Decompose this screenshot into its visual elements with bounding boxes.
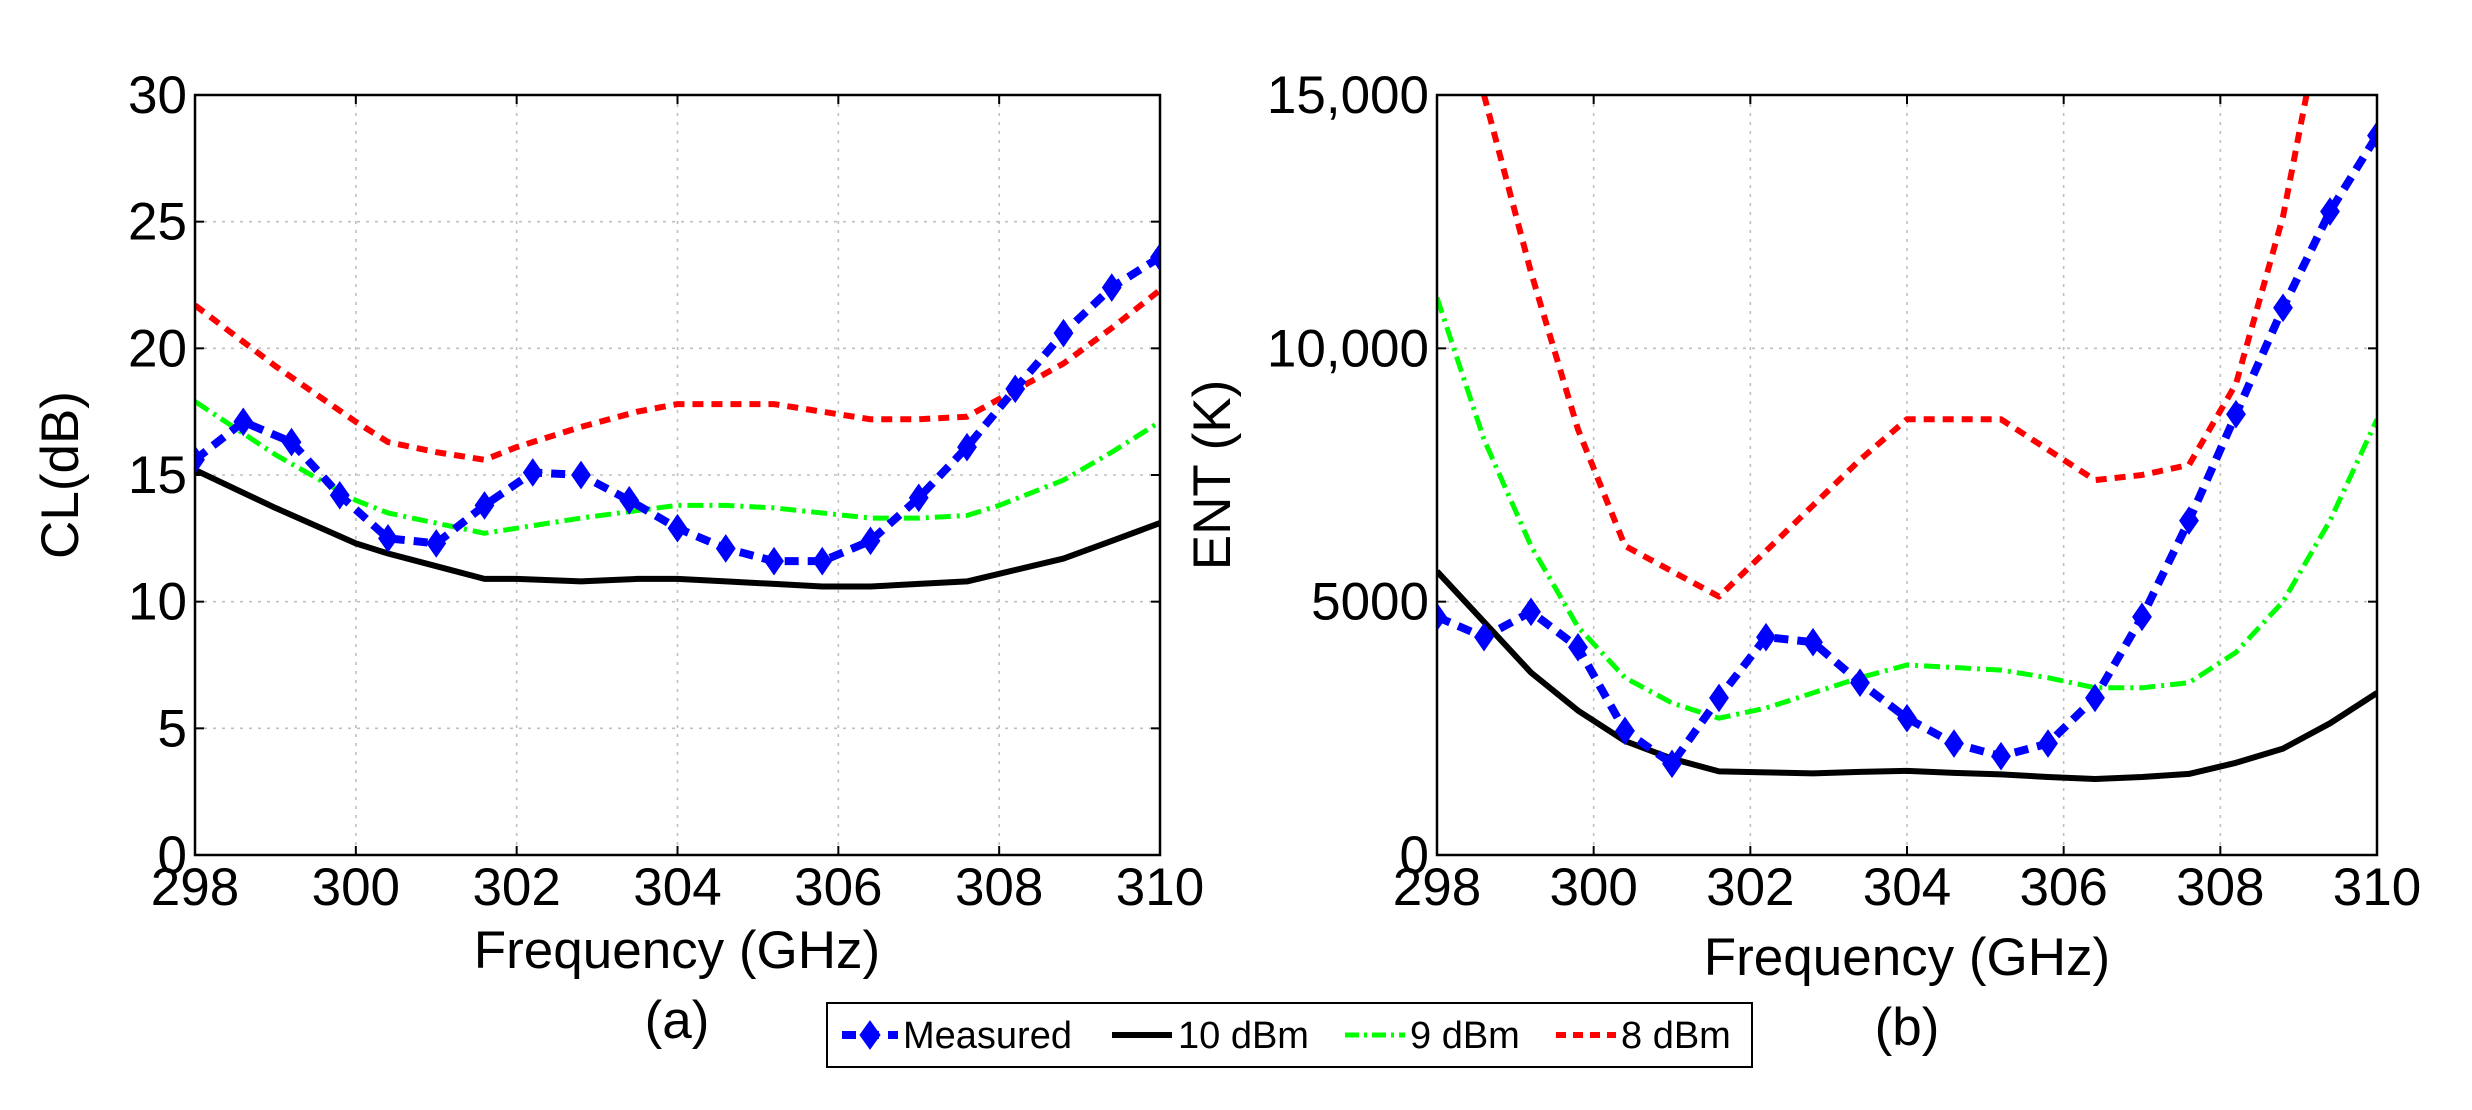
panel-a-x-tick-label: 308 [955, 858, 1043, 917]
panel-b-measured-point [2367, 121, 2377, 150]
panel-b-x-tick-label: 310 [2333, 858, 2421, 917]
panel-b-measured-point [1521, 597, 1541, 627]
panel-a-y-tick-label: 15 [128, 446, 187, 505]
panel-b-label: (b) [1875, 998, 1940, 1057]
panel-a-series-10dbm [195, 467, 1160, 590]
panel-a-measured-point [233, 407, 254, 437]
panel-b-grid [1437, 95, 2377, 855]
panel-a-x-tick-label: 304 [633, 858, 721, 917]
panel-a-x-tick-label: 302 [472, 858, 560, 917]
panel-a-measured-point [426, 529, 447, 558]
panel-a-measured-point [908, 483, 929, 513]
panel-b-measured-point [1709, 683, 1729, 713]
panel-b-y-tick-label: 0 [1400, 826, 1429, 885]
panel-b-y-tick-label: 15,000 [1267, 66, 1429, 125]
panel-b-series-10dbm [1437, 569, 2377, 782]
panel-b-measured-point [2179, 506, 2199, 535]
panel-b-measured-point [1991, 741, 2011, 771]
panel-a-measured-point [329, 480, 350, 510]
panel-b-y-axis-title: ENT (K) [1183, 380, 1242, 570]
legend-label-9dbm: 9 dBm [1410, 1015, 1520, 1057]
panel-b-measured-point [1615, 716, 1635, 746]
panel-b-x-tick-label: 300 [1549, 858, 1637, 917]
panel-a-x-tick-label: 306 [794, 858, 882, 917]
panel-a-measured-point [667, 513, 688, 543]
panel-a-chart: 298 300 302 304 306 308 310 0 5 10 15 20 25 30 Freque… [31, 66, 1204, 1050]
panel-b-x-tick-label: 304 [1863, 858, 1951, 917]
panel-a-measured-point [474, 491, 495, 520]
panel-a-y-tick-label: 30 [128, 66, 187, 125]
panel-b-measured-point [2132, 602, 2152, 632]
panel-a-x-tick-label: 298 [151, 858, 239, 917]
panel-a-measured-point [1005, 374, 1026, 404]
panel-b-chart: 298 300 302 304 306 308 310 0 5000 10,000 15,000 F… [1183, 66, 2421, 1057]
panel-a-measured-point [764, 546, 784, 576]
panel-b-measured-point [2320, 197, 2340, 226]
panel-b-measured-point [2085, 683, 2105, 713]
panel-a-measured-point [1053, 318, 1074, 348]
panel-a-grid [195, 95, 1160, 855]
panel-a-measured-point [195, 445, 205, 475]
panel-b-series-9dbm [1437, 296, 2377, 721]
legend-label-measured: Measured [903, 1015, 1072, 1057]
panel-b-measured-point [1474, 622, 1494, 652]
panel-b-measured-point [1756, 622, 1776, 652]
panel-b-measured-point [1662, 749, 1682, 779]
legend-item-10dbm: 10 dBm [1112, 1015, 1309, 1057]
panel-a-x-tick-label: 300 [312, 858, 400, 917]
panel-b-measured-point [2226, 399, 2246, 429]
panel-b-measured-point [1897, 703, 1917, 733]
panel-a-measured-point [1101, 273, 1122, 302]
panel-a-x-axis-title: Frequency (GHz) [474, 921, 880, 980]
panel-b-x-tick-label: 298 [1393, 858, 1481, 917]
panel-b-measured-point [1437, 602, 1447, 632]
panel-b-measured-point [1568, 632, 1588, 662]
panel-b-x-axis-title: Frequency (GHz) [1704, 928, 2110, 987]
panel-b-measured-point [1850, 668, 1870, 698]
panel-a-y-tick-label: 20 [128, 319, 187, 378]
panel-a-series-9dbm [195, 399, 1160, 536]
panel-a-measured-point [522, 458, 543, 487]
legend-marker-diamond-icon [859, 1020, 881, 1050]
panel-b-series-measured [1437, 133, 2377, 768]
panel-b-y-tick-label: 5000 [1311, 573, 1429, 632]
panel-b-x-tick-label: 302 [1706, 858, 1794, 917]
panel-b-ticks: 298 300 302 304 306 308 310 0 5000 10,000 15,000 [1267, 66, 2421, 917]
panel-a-y-tick-label: 25 [128, 193, 187, 252]
legend-item-measured: Measured [842, 1015, 1072, 1057]
legend-item-9dbm: 9 dBm [1345, 1015, 1520, 1057]
panel-a-measured-point [571, 460, 591, 490]
panel-a-y-tick-label: 10 [128, 573, 187, 632]
panel-a-x-tick-label: 310 [1116, 858, 1204, 917]
panel-b-x-tick-label: 308 [2176, 858, 2264, 917]
panel-a-y-tick-label: 5 [158, 699, 187, 758]
panel-a-measured-point [281, 427, 302, 457]
panel-a-measured-point [812, 546, 833, 576]
legend: Measured 10 dBm 9 dBm 8 dBm [826, 1002, 1753, 1068]
panel-a-measured-point [715, 534, 736, 563]
panel-a-measured-point [378, 524, 398, 553]
panel-b-y-tick-label: 10,000 [1267, 319, 1429, 378]
panel-a-ticks: 298 300 302 304 306 308 310 0 5 10 15 20 25 30 [128, 66, 1204, 917]
panel-a-label: (a) [645, 991, 710, 1050]
panel-b-x-tick-label: 306 [2019, 858, 2107, 917]
panel-b-measured-point [1944, 729, 1964, 758]
panel-b-series-8dbm [1481, 95, 2310, 600]
panel-a-y-tick-label: 0 [158, 826, 187, 885]
panel-a-series-8dbm [195, 287, 1160, 463]
panel-b-measured-point [2038, 729, 2058, 758]
panel-b-series [1437, 95, 2377, 782]
panel-a-measured-point [1150, 242, 1160, 272]
panel-a-measured-point [860, 526, 881, 556]
panel-a-measured-point [619, 486, 640, 515]
panel-b-measured-point [2273, 293, 2293, 323]
legend-label-10dbm: 10 dBm [1178, 1015, 1309, 1057]
panel-a-series [195, 242, 1160, 590]
legend-label-8dbm: 8 dBm [1621, 1015, 1731, 1057]
panel-a-y-axis-title: CL(dB) [31, 391, 90, 559]
panel-a-measured-point [957, 432, 977, 462]
panel-b-measured-point [1803, 627, 1823, 657]
legend-item-8dbm: 8 dBm [1556, 1015, 1731, 1057]
